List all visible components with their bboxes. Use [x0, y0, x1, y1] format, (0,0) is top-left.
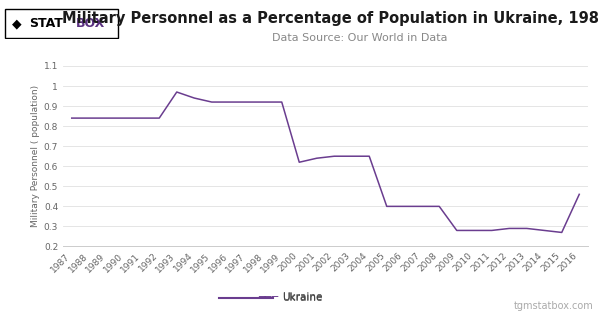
- Text: Military Personnel as a Percentage of Population in Ukraine, 1987–2016: Military Personnel as a Percentage of Po…: [62, 11, 600, 26]
- FancyBboxPatch shape: [5, 9, 118, 38]
- Text: STAT: STAT: [29, 17, 62, 30]
- Text: tgmstatbox.com: tgmstatbox.com: [514, 301, 594, 311]
- Text: Ukraine: Ukraine: [282, 292, 322, 302]
- Text: ───: ───: [258, 292, 282, 302]
- Text: Ukraine: Ukraine: [282, 293, 322, 303]
- Y-axis label: Military Personnel ( population): Military Personnel ( population): [31, 85, 40, 227]
- Text: ◆: ◆: [13, 17, 22, 30]
- Text: Data Source: Our World in Data: Data Source: Our World in Data: [272, 33, 448, 43]
- Text: BOX: BOX: [76, 17, 105, 30]
